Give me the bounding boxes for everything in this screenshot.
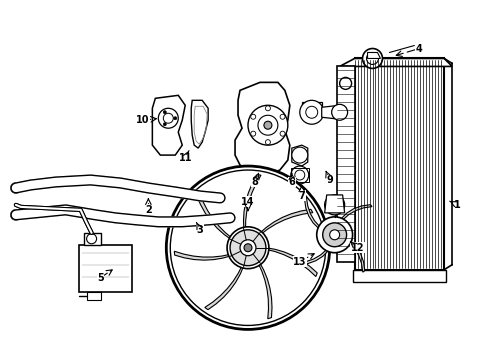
Circle shape — [280, 114, 285, 119]
Polygon shape — [152, 95, 185, 155]
Text: 13: 13 — [293, 257, 307, 267]
Circle shape — [225, 213, 235, 223]
Text: 1: 1 — [454, 200, 461, 210]
Polygon shape — [353, 270, 446, 282]
Circle shape — [251, 114, 256, 119]
Circle shape — [163, 123, 166, 126]
Circle shape — [340, 234, 352, 246]
Polygon shape — [297, 244, 332, 265]
Circle shape — [330, 230, 340, 240]
Circle shape — [215, 193, 225, 203]
Circle shape — [258, 115, 278, 135]
Polygon shape — [244, 175, 261, 230]
Text: 14: 14 — [241, 197, 255, 207]
Polygon shape — [259, 209, 313, 235]
Text: 7: 7 — [298, 191, 305, 201]
Circle shape — [251, 131, 256, 136]
Polygon shape — [78, 245, 132, 292]
Circle shape — [325, 195, 344, 215]
Text: 11: 11 — [178, 153, 192, 163]
Polygon shape — [205, 265, 244, 310]
Circle shape — [292, 147, 308, 163]
Circle shape — [227, 227, 269, 269]
Polygon shape — [196, 192, 233, 240]
Polygon shape — [305, 197, 325, 232]
Circle shape — [11, 210, 21, 220]
Polygon shape — [87, 292, 100, 300]
Circle shape — [266, 140, 270, 145]
Circle shape — [280, 131, 285, 136]
Circle shape — [230, 230, 266, 266]
Circle shape — [158, 108, 178, 128]
Text: 6: 6 — [289, 177, 295, 187]
Text: 9: 9 — [326, 175, 333, 185]
Circle shape — [330, 200, 340, 210]
Circle shape — [317, 217, 353, 253]
Polygon shape — [266, 248, 317, 276]
Circle shape — [363, 49, 383, 68]
Polygon shape — [337, 205, 372, 226]
Polygon shape — [355, 58, 444, 270]
Text: 2: 2 — [145, 205, 152, 215]
Polygon shape — [322, 105, 340, 119]
Circle shape — [295, 170, 305, 180]
Circle shape — [87, 234, 97, 244]
Circle shape — [264, 121, 272, 129]
Polygon shape — [302, 102, 322, 112]
Circle shape — [174, 117, 177, 120]
Circle shape — [323, 223, 346, 247]
Polygon shape — [368, 53, 380, 58]
Polygon shape — [258, 262, 272, 319]
Text: 5: 5 — [97, 273, 104, 283]
Polygon shape — [340, 58, 452, 67]
Polygon shape — [235, 82, 290, 175]
Polygon shape — [191, 100, 208, 148]
Circle shape — [300, 100, 324, 124]
Polygon shape — [337, 67, 355, 262]
Circle shape — [163, 113, 173, 123]
Text: 10: 10 — [136, 115, 149, 125]
Circle shape — [332, 104, 347, 120]
Circle shape — [266, 106, 270, 111]
Text: 8: 8 — [251, 177, 258, 187]
Circle shape — [166, 166, 330, 329]
Text: 3: 3 — [197, 225, 203, 235]
Circle shape — [367, 53, 378, 64]
Circle shape — [248, 105, 288, 145]
Circle shape — [306, 106, 318, 118]
Circle shape — [11, 183, 21, 193]
Circle shape — [291, 166, 309, 184]
Circle shape — [240, 240, 256, 256]
Polygon shape — [292, 145, 308, 166]
Text: 4: 4 — [416, 44, 423, 54]
Polygon shape — [84, 233, 100, 245]
Polygon shape — [325, 195, 344, 213]
Polygon shape — [174, 251, 232, 260]
Polygon shape — [344, 237, 365, 272]
Circle shape — [244, 244, 252, 252]
Text: 12: 12 — [351, 243, 364, 253]
Circle shape — [163, 111, 166, 114]
Circle shape — [340, 77, 352, 89]
